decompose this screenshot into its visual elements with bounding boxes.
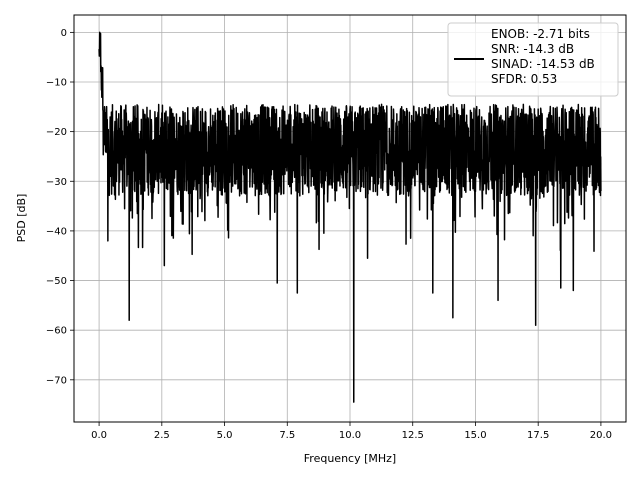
x-tick-label: 7.5 [279,430,295,441]
y-tick-label: −20 [46,127,67,138]
y-tick-label: −30 [46,177,67,188]
legend-entry-sinad: SINAD: -14.53 dB [491,57,595,71]
x-tick-label: 2.5 [154,430,170,441]
legend-entry-sfdr: SFDR: 0.53 [491,72,557,86]
y-axis-label: PSD [dB] [15,194,28,243]
x-tick-label: 10.0 [339,430,361,441]
legend: ENOB: -2.71 bits SNR: -14.3 dB SINAD: -1… [447,22,619,97]
psd-series-line [98,31,602,403]
series-group [98,31,602,403]
legend-entry-enob: ENOB: -2.71 bits [491,27,590,41]
legend-entry-snr: SNR: -14.3 dB [491,42,574,56]
x-tick-label: 5.0 [217,430,233,441]
y-tick-label: −50 [46,276,67,287]
y-tick-label: −10 [46,78,67,89]
x-tick-label: 17.5 [527,430,549,441]
legend-box [447,22,619,97]
x-tick-label: 0.0 [91,430,107,441]
plot-area [98,31,602,403]
x-axis-label: Frequency [MHz] [304,452,396,465]
y-tick-label: −70 [46,375,67,386]
y-tick-label: −60 [46,326,67,337]
y-tick-label: 0 [61,28,67,39]
y-ticks: 0 −10 −20 −30 −40 −50 −60 −70 [46,28,74,386]
x-tick-label: 12.5 [402,430,424,441]
y-tick-label: −40 [46,226,67,237]
x-tick-label: 20.0 [590,430,612,441]
x-tick-label: 15.0 [464,430,486,441]
x-ticks: 0.0 2.5 5.0 7.5 10.0 12.5 15.0 17.5 20.0 [91,422,612,441]
